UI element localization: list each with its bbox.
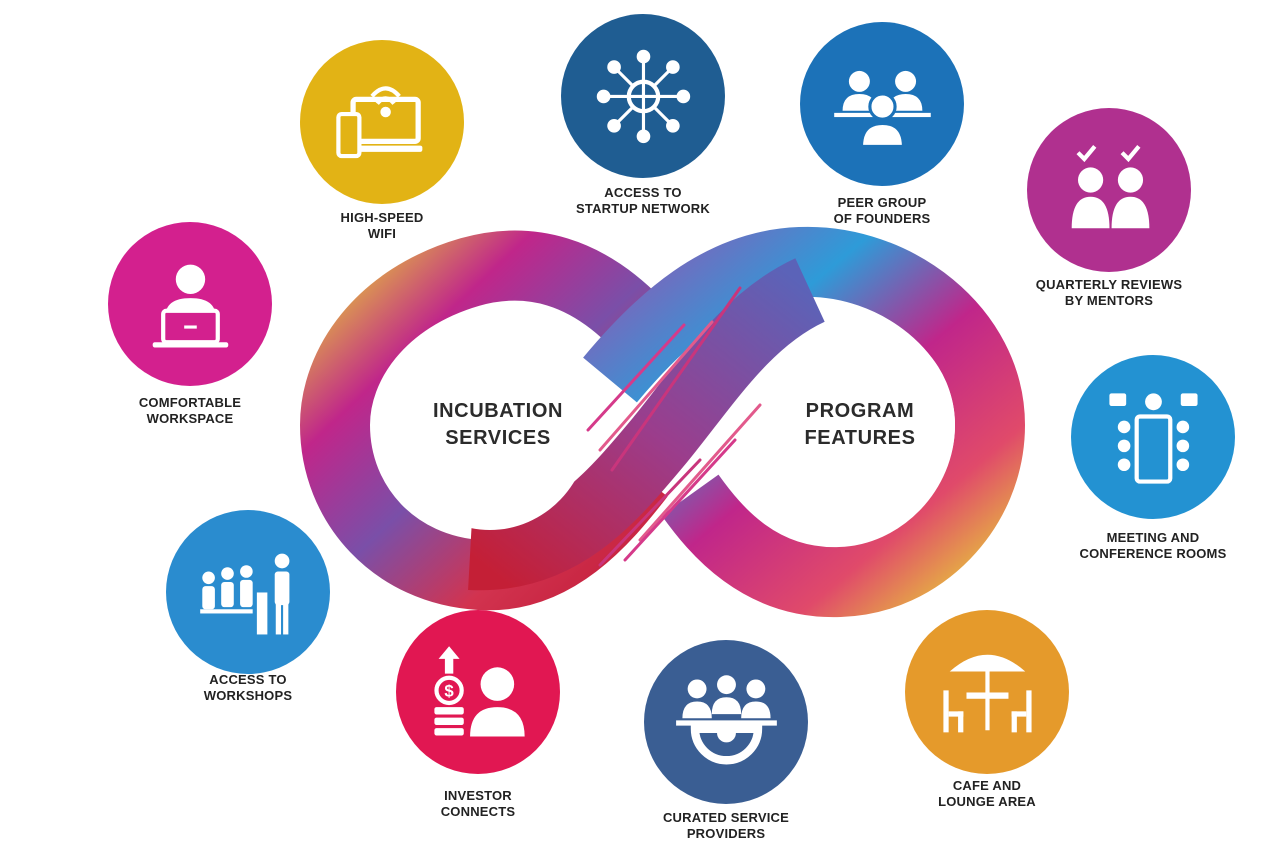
cafe-label: CAFE AND LOUNGE AREA xyxy=(912,778,1062,810)
peers-circle xyxy=(800,22,964,186)
wifi-label-line-2: WIFI xyxy=(367,226,397,241)
cafe-label-line-1: CAFE AND xyxy=(952,778,1022,793)
meeting-circle xyxy=(1071,355,1235,519)
meeting-label-line-2: CONFERENCE ROOMS xyxy=(1079,546,1227,561)
meeting-label-line-1: MEETING AND xyxy=(1106,530,1200,545)
workshops-label-line-1: ACCESS TO xyxy=(209,672,287,687)
workspace-label-line-1: COMFORTABLE xyxy=(138,395,242,410)
workshops-label-line-2: WORKSHOPS xyxy=(203,688,293,703)
network-circle xyxy=(561,14,725,178)
workspace-label: COMFORTABLE WORKSPACE xyxy=(110,395,270,427)
peers-label-line-1: PEER GROUP xyxy=(837,195,927,210)
cafe-circle xyxy=(905,610,1069,774)
providers-circle xyxy=(644,640,808,804)
reviews-label-line-2: BY MENTORS xyxy=(1064,293,1154,308)
incubation-services-title: INCUBATION SERVICES xyxy=(408,398,588,452)
laptop-wifi-icon xyxy=(335,85,422,158)
workshops-circle xyxy=(166,510,330,674)
wifi-label: HIGH-SPEED WIFI xyxy=(312,210,452,242)
reviews-label-line-1: QUARTERLY REVIEWS xyxy=(1035,277,1183,292)
network-label: ACCESS TO STARTUP NETWORK xyxy=(553,185,733,217)
reviews-circle xyxy=(1027,108,1191,272)
program-line-2: FEATURES xyxy=(804,427,916,449)
investor-label-line-1: INVESTOR xyxy=(444,788,512,803)
service-gear-icon xyxy=(675,674,777,764)
network-label-line-2: STARTUP NETWORK xyxy=(576,201,710,216)
peer-group-icon xyxy=(833,70,931,148)
investor-circle: $ xyxy=(396,610,560,774)
cafe-table-icon xyxy=(942,654,1032,732)
program-features-title: PROGRAM FEATURES xyxy=(770,398,950,452)
wifi-label-line-1: HIGH-SPEED xyxy=(340,210,424,225)
meeting-label: MEETING AND CONFERENCE ROOMS xyxy=(1053,530,1253,562)
providers-label-line-2: PROVIDERS xyxy=(686,826,766,841)
network-label-line-1: ACCESS TO xyxy=(604,185,682,200)
peers-label: PEER GROUP OF FOUNDERS xyxy=(810,195,954,227)
peers-label-line-2: OF FOUNDERS xyxy=(833,211,931,226)
person-laptop-icon xyxy=(152,264,228,348)
reviews-label: QUARTERLY REVIEWS BY MENTORS xyxy=(1009,277,1209,309)
investor-label-line-2: CONNECTS xyxy=(440,804,516,819)
cafe-label-line-2: LOUNGE AREA xyxy=(938,794,1036,809)
mentor-review-icon xyxy=(1071,144,1149,228)
incubation-line-1: INCUBATION xyxy=(432,400,564,422)
wifi-circle xyxy=(300,40,464,204)
workshop-audience-icon xyxy=(199,553,289,634)
globe-network-icon xyxy=(596,49,690,143)
investor-money-icon: $ xyxy=(433,645,525,737)
conference-table-icon xyxy=(1108,392,1198,484)
workspace-circle xyxy=(108,222,272,386)
investor-label: INVESTOR CONNECTS xyxy=(408,788,548,820)
incubation-line-2: SERVICES xyxy=(445,427,551,449)
workshops-label: ACCESS TO WORKSHOPS xyxy=(168,672,328,704)
providers-label: CURATED SERVICE PROVIDERS xyxy=(636,810,816,842)
svg-text:$: $ xyxy=(444,681,454,700)
providers-label-line-1: CURATED SERVICE xyxy=(662,810,790,825)
program-line-1: PROGRAM xyxy=(805,400,915,422)
workspace-label-line-2: WORKSPACE xyxy=(146,411,234,426)
